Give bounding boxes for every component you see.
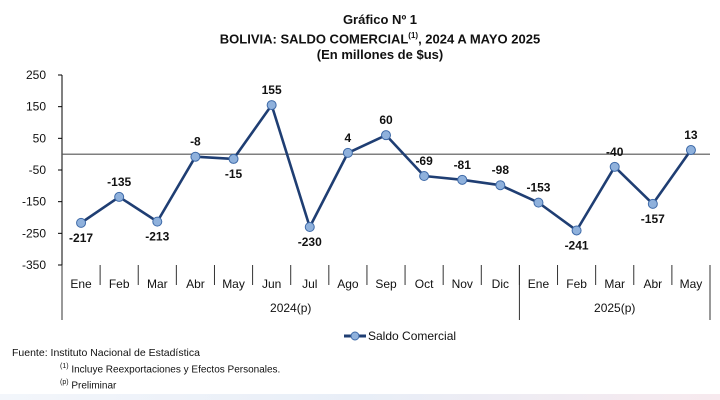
x-tick-label: Ene	[70, 277, 92, 291]
data-point	[609, 161, 620, 172]
data-point	[190, 151, 201, 162]
data-label: -241	[565, 238, 589, 252]
data-label: -135	[107, 175, 131, 189]
decorative-footer-strip	[0, 394, 720, 400]
data-point	[381, 130, 391, 141]
x-tick-label: Nov	[452, 277, 473, 291]
chart-title-suffix: , 2024 A MAYO 2025	[418, 31, 541, 47]
footnote-1-mark: (1)	[60, 363, 69, 370]
x-tick-label: Ago	[337, 277, 359, 291]
y-tick-label: -350	[22, 258, 46, 272]
x-tick-label: May	[222, 277, 245, 291]
data-point	[533, 197, 544, 208]
footnote-p-mark: (p)	[60, 379, 69, 387]
data-label: -40	[606, 145, 624, 159]
data-point	[647, 198, 658, 209]
data-point	[457, 174, 468, 185]
chart-title-block: Gráfico Nº 1 BOLIVIA: SALDO COMERCIAL(1)…	[0, 12, 720, 63]
x-tick-label: Dic	[492, 277, 509, 291]
data-label: -15	[225, 167, 243, 181]
data-point	[266, 100, 277, 111]
data-label: -69	[415, 154, 433, 168]
y-tick-label: 150	[26, 100, 46, 114]
data-label: -213	[145, 230, 169, 244]
footnote-1-text: Incluye Reexportaciones y Efectos Person…	[68, 364, 281, 376]
chart-legend: Saldo Comercial	[344, 329, 456, 343]
data-label: -8	[190, 135, 201, 149]
x-tick-label: Jun	[262, 277, 281, 291]
data-label: -157	[641, 212, 665, 226]
x-tick-label: Mar	[604, 277, 625, 291]
x-tick-label: May	[680, 277, 703, 291]
data-label: -230	[298, 235, 322, 249]
data-label: -81	[454, 158, 472, 172]
data-point	[228, 153, 239, 164]
x-tick-label: Mar	[147, 277, 168, 291]
chart-title: BOLIVIA: SALDO COMERCIAL(1), 2024 A MAYO…	[0, 28, 720, 47]
data-label: -217	[69, 231, 93, 245]
chart-title-text: BOLIVIA: SALDO COMERCIAL	[219, 31, 409, 47]
data-point	[304, 222, 315, 232]
source-notes: Fuente: Instituto Nacional de Estadístic…	[12, 347, 280, 393]
y-tick-label: 250	[26, 68, 46, 82]
data-point	[114, 191, 125, 202]
y-tick-label: -250	[22, 226, 46, 240]
x-tick-label: Feb	[109, 277, 130, 291]
title-footnote-mark: (1)	[408, 31, 419, 40]
footnote-p: (p) Preliminar	[12, 376, 280, 392]
legend-label: Saldo Comercial	[368, 329, 457, 343]
x-tick-label: Jul	[302, 277, 317, 291]
footnote-1: (1) Incluye Reexportaciones y Efectos Pe…	[12, 360, 280, 376]
data-label: 155	[262, 83, 282, 97]
data-point	[152, 216, 163, 227]
x-tick-label: Abr	[643, 277, 662, 291]
data-point	[685, 145, 696, 156]
chart-units: (En millones de $us)	[316, 47, 444, 63]
data-label: 60	[379, 113, 393, 127]
x-tick-label: Oct	[415, 277, 434, 291]
y-tick-label: 50	[33, 131, 47, 145]
data-point	[495, 180, 506, 191]
legend-line-marker-icon	[344, 331, 366, 341]
data-label: 4	[345, 131, 352, 145]
footnote-p-text: Preliminar	[68, 380, 117, 392]
x-tick-label: Sep	[375, 277, 397, 291]
data-label: -153	[526, 181, 550, 195]
data-label: -98	[492, 163, 510, 177]
y-tick-label: -50	[29, 163, 47, 177]
y-tick-label: -150	[22, 195, 46, 209]
x-tick-label: Feb	[566, 277, 587, 291]
data-point	[571, 225, 582, 236]
x-group-label: 2024(p)	[270, 301, 311, 315]
data-label: 13	[684, 128, 698, 142]
x-tick-label: Abr	[186, 277, 205, 291]
data-point	[342, 147, 353, 158]
data-point	[419, 171, 430, 182]
data-point	[76, 217, 87, 228]
source-line: Fuente: Instituto Nacional de Estadístic…	[12, 347, 200, 359]
figure-label: Gráfico Nº 1	[342, 12, 418, 27]
x-group-label: 2025(p)	[594, 301, 635, 315]
x-tick-label: Ene	[528, 277, 550, 291]
